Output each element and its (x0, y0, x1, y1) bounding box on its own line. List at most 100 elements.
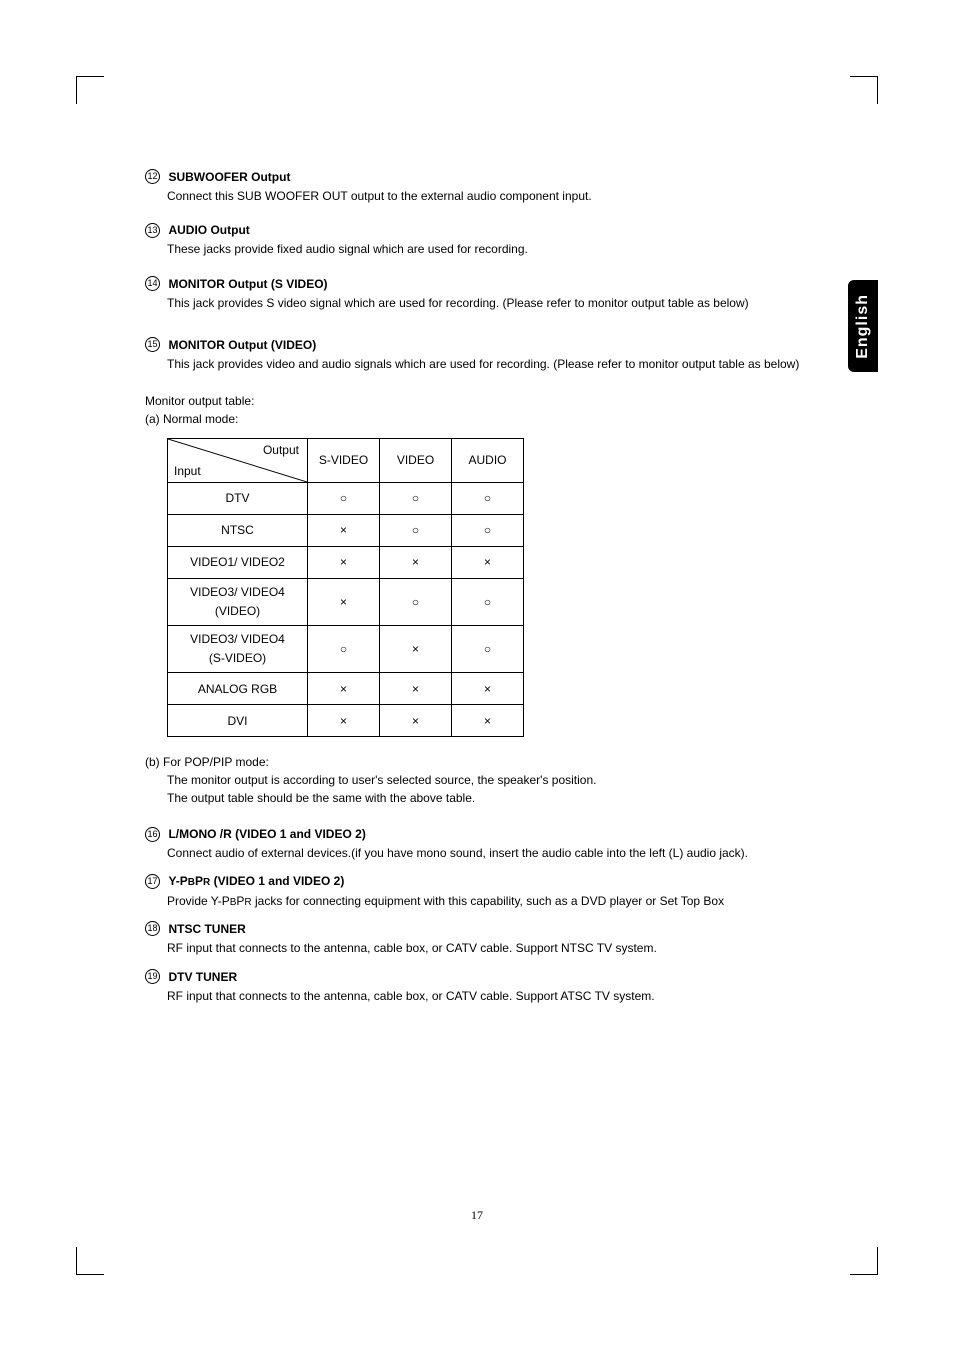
item-head: 13 AUDIO Output (145, 221, 845, 239)
table-row: DTV ○ ○ ○ (168, 482, 524, 514)
diagonal-header-cell: Output Input (168, 438, 308, 482)
item-head: 15 MONITOR Output (VIDEO) (145, 336, 845, 354)
cell: ○ (308, 482, 380, 514)
cell: × (452, 546, 524, 578)
item-19: 19 DTV TUNER RF input that connects to t… (145, 968, 845, 1005)
cell: × (380, 673, 452, 705)
item-head: 16 L/MONO /R (VIDEO 1 and VIDEO 2) (145, 825, 845, 843)
cell: ○ (380, 578, 452, 625)
item-head: 12 SUBWOOFER Output (145, 168, 845, 186)
item-title: AUDIO Output (168, 223, 249, 237)
row-label: VIDEO3/ VIDEO4 (S-VIDEO) (168, 625, 308, 672)
item-14: 14 MONITOR Output (S VIDEO) This jack pr… (145, 275, 845, 312)
cell: × (308, 514, 380, 546)
item-desc: Connect this SUB WOOFER OUT output to th… (167, 188, 845, 205)
diag-input-label: Input (174, 464, 201, 478)
crop-mark-tl (76, 76, 104, 104)
row-label-line: VIDEO3/ VIDEO4 (190, 632, 285, 646)
monitor-output-table: Output Input S-VIDEO VIDEO AUDIO DTV ○ ○… (167, 438, 524, 738)
table-row: VIDEO3/ VIDEO4 (S-VIDEO) ○ × ○ (168, 625, 524, 672)
item-desc: RF input that connects to the antenna, c… (167, 940, 845, 957)
item-number-icon: 12 (145, 169, 160, 184)
cell: × (380, 705, 452, 737)
section-b-line1: The monitor output is according to user'… (167, 771, 845, 789)
row-label: VIDEO1/ VIDEO2 (168, 546, 308, 578)
cell: ○ (452, 625, 524, 672)
cell: ○ (380, 514, 452, 546)
cell: ○ (452, 514, 524, 546)
item-number-icon: 16 (145, 827, 160, 842)
item-16: 16 L/MONO /R (VIDEO 1 and VIDEO 2) Conne… (145, 825, 845, 862)
item-head: 19 DTV TUNER (145, 968, 845, 986)
cell: ○ (308, 625, 380, 672)
row-label: DTV (168, 482, 308, 514)
item-number-icon: 13 (145, 223, 160, 238)
col-header: S-VIDEO (308, 438, 380, 482)
cell: × (308, 578, 380, 625)
crop-mark-br (850, 1247, 878, 1275)
crop-mark-tr (850, 76, 878, 104)
item-title: MONITOR Output (S VIDEO) (168, 277, 327, 291)
cell: ○ (380, 482, 452, 514)
item-18: 18 NTSC TUNER RF input that connects to … (145, 920, 845, 957)
page-content: 12 SUBWOOFER Output Connect this SUB WOO… (145, 168, 845, 1015)
item-title: Y-PBPR (VIDEO 1 and VIDEO 2) (168, 874, 344, 888)
item-title: DTV TUNER (168, 969, 237, 983)
item-title: NTSC TUNER (168, 922, 245, 936)
col-header: AUDIO (452, 438, 524, 482)
table-intro-line1: Monitor output table: (145, 392, 845, 410)
item-desc: This jack provides video and audio signa… (167, 356, 845, 373)
table-row: VIDEO3/ VIDEO4 (VIDEO) × ○ ○ (168, 578, 524, 625)
cell: × (380, 625, 452, 672)
item-desc: This jack provides S video signal which … (167, 295, 845, 312)
item-desc: Provide Y-PBPR jacks for connecting equi… (167, 893, 845, 911)
item-head: 17 Y-PBPR (VIDEO 1 and VIDEO 2) (145, 873, 845, 891)
table-header-row: Output Input S-VIDEO VIDEO AUDIO (168, 438, 524, 482)
item-number-icon: 15 (145, 337, 160, 352)
row-label: VIDEO3/ VIDEO4 (VIDEO) (168, 578, 308, 625)
section-b: (b) For POP/PIP mode: The monitor output… (145, 753, 845, 807)
cell: × (308, 705, 380, 737)
table-row: DVI × × × (168, 705, 524, 737)
row-label-line: (S-VIDEO) (209, 651, 266, 665)
cell: × (308, 546, 380, 578)
language-tab: English (848, 280, 878, 372)
item-head: 18 NTSC TUNER (145, 920, 845, 938)
item-desc: These jacks provide fixed audio signal w… (167, 241, 845, 258)
row-label-line: VIDEO3/ VIDEO4 (190, 585, 285, 599)
row-label: DVI (168, 705, 308, 737)
cell: × (452, 673, 524, 705)
item-title: MONITOR Output (VIDEO) (168, 338, 316, 352)
item-12: 12 SUBWOOFER Output Connect this SUB WOO… (145, 168, 845, 205)
row-label: NTSC (168, 514, 308, 546)
cell: ○ (452, 482, 524, 514)
section-b-line2: The output table should be the same with… (167, 789, 845, 807)
cell: × (380, 546, 452, 578)
cell: ○ (452, 578, 524, 625)
monitor-output-table-wrap: Output Input S-VIDEO VIDEO AUDIO DTV ○ ○… (167, 438, 845, 738)
table-row: NTSC × ○ ○ (168, 514, 524, 546)
language-tab-label: English (854, 294, 872, 359)
row-label-line: (VIDEO) (215, 604, 260, 618)
crop-mark-bl (76, 1247, 104, 1275)
cell: × (308, 673, 380, 705)
page-number: 17 (0, 1208, 954, 1223)
table-row: ANALOG RGB × × × (168, 673, 524, 705)
row-label: ANALOG RGB (168, 673, 308, 705)
table-intro: Monitor output table: (a) Normal mode: (145, 392, 845, 428)
item-number-icon: 14 (145, 276, 160, 291)
item-number-icon: 18 (145, 921, 160, 936)
table-intro-line2: (a) Normal mode: (145, 410, 845, 428)
section-b-head: (b) For POP/PIP mode: (145, 753, 845, 771)
item-17: 17 Y-PBPR (VIDEO 1 and VIDEO 2) Provide … (145, 873, 845, 911)
item-title: SUBWOOFER Output (168, 170, 290, 184)
table-row: VIDEO1/ VIDEO2 × × × (168, 546, 524, 578)
item-number-icon: 19 (145, 969, 160, 984)
item-number-icon: 17 (145, 874, 160, 889)
item-13: 13 AUDIO Output These jacks provide fixe… (145, 221, 845, 258)
col-header: VIDEO (380, 438, 452, 482)
cell: × (452, 705, 524, 737)
item-head: 14 MONITOR Output (S VIDEO) (145, 275, 845, 293)
item-desc: Connect audio of external devices.(if yo… (167, 845, 845, 862)
item-15: 15 MONITOR Output (VIDEO) This jack prov… (145, 336, 845, 373)
